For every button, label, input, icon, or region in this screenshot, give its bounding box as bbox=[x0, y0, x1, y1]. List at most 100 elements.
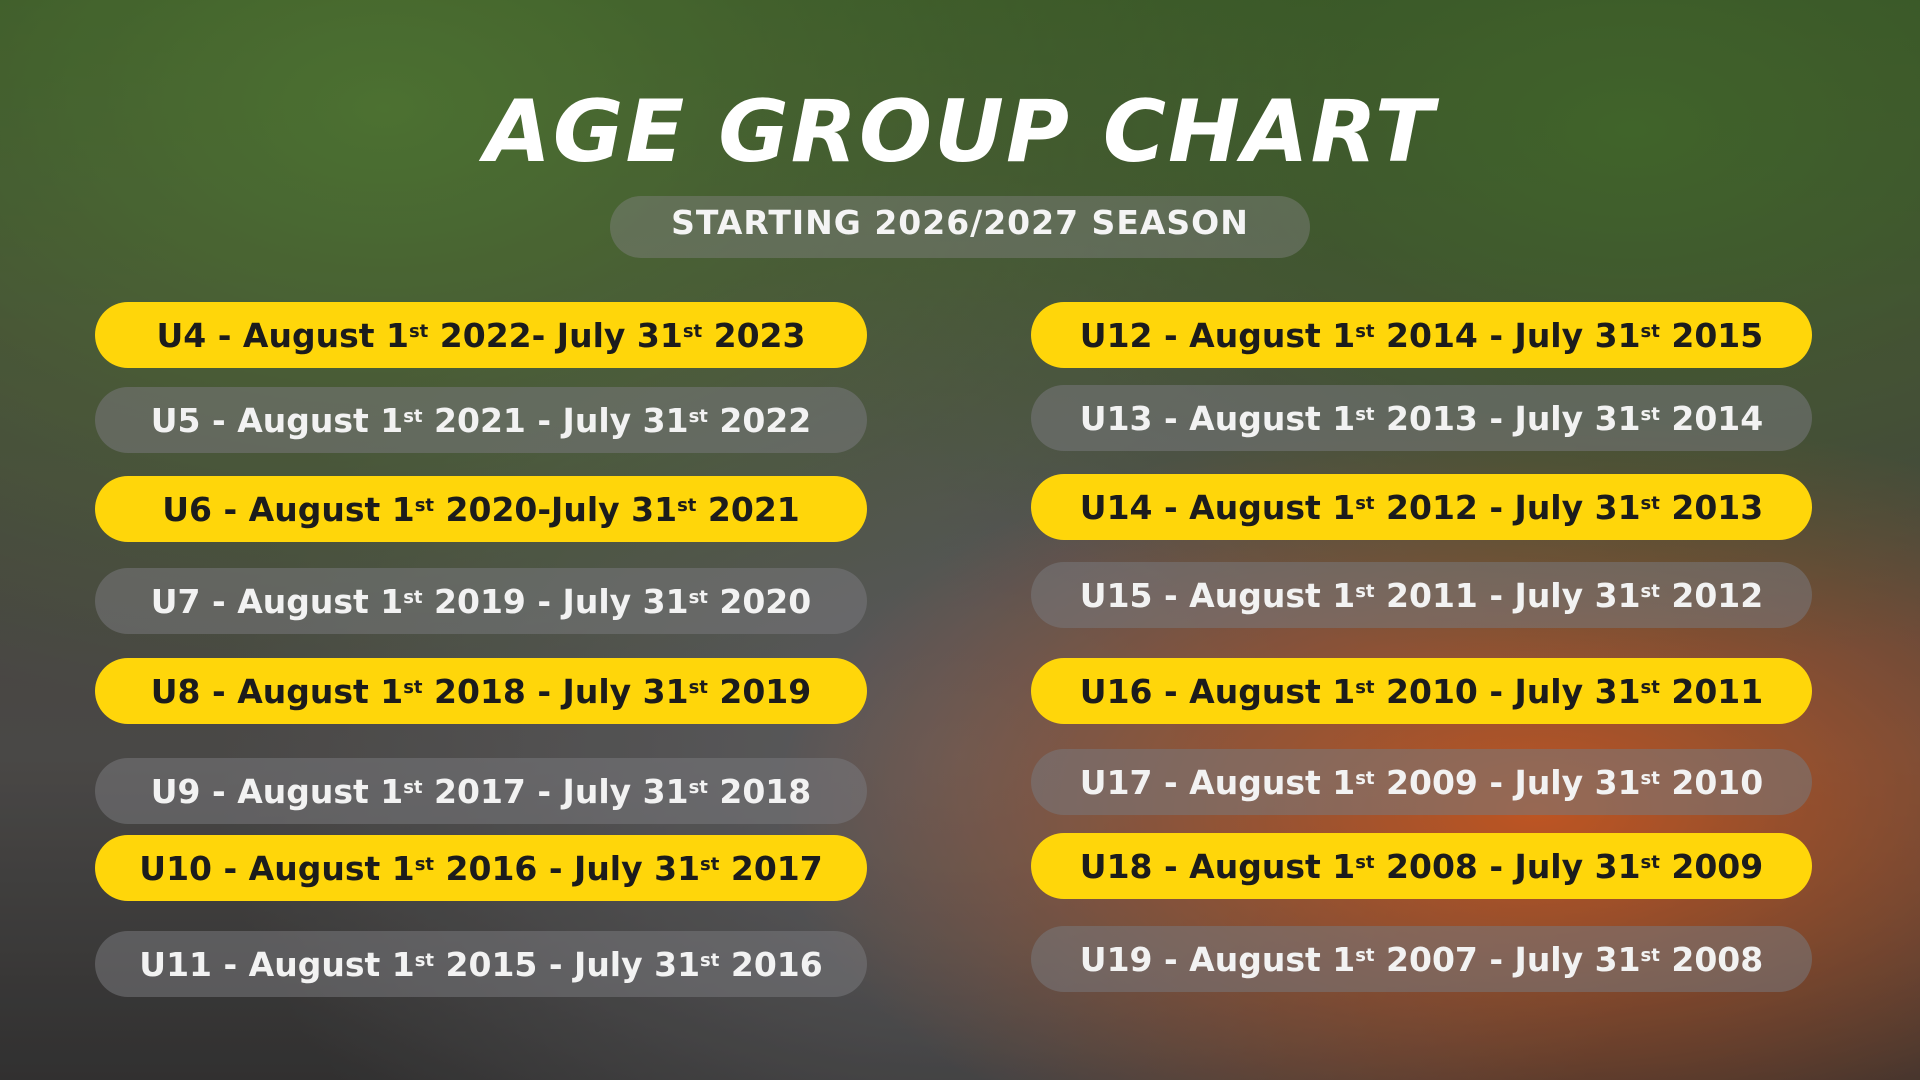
row-text: U5 - August 1 bbox=[150, 400, 404, 440]
ordinal-suffix: st bbox=[1640, 767, 1660, 789]
row-text: U15 - August 1 bbox=[1079, 575, 1356, 615]
row-text: U19 - August 1 bbox=[1079, 939, 1356, 979]
ordinal-suffix: st bbox=[700, 949, 720, 971]
row-text: 2011 - July 31 bbox=[1374, 575, 1641, 615]
row-text: 2017 - July 31 bbox=[422, 771, 689, 811]
row-text: U14 - August 1 bbox=[1079, 487, 1356, 527]
row-text: U7 - August 1 bbox=[150, 581, 404, 621]
row-text: 2022- July 31 bbox=[428, 315, 683, 355]
ordinal-suffix: st bbox=[1355, 767, 1375, 789]
ordinal-suffix: st bbox=[408, 320, 429, 342]
ordinal-suffix: st bbox=[414, 949, 435, 971]
row-text: 2010 bbox=[1659, 762, 1764, 802]
ordinal-suffix: st bbox=[688, 676, 708, 698]
row-text: U18 - August 1 bbox=[1079, 846, 1356, 886]
row-text: 2011 bbox=[1659, 671, 1764, 711]
row-text: U13 - August 1 bbox=[1079, 398, 1356, 438]
row-text: 2012 bbox=[1659, 575, 1764, 615]
row-text: 2023 bbox=[702, 315, 806, 355]
ordinal-suffix: st bbox=[1640, 403, 1660, 425]
ordinal-suffix: st bbox=[1355, 580, 1375, 602]
subtitle-bar bbox=[610, 196, 1310, 258]
row-text: U16 - August 1 bbox=[1079, 671, 1356, 711]
ordinal-suffix: st bbox=[1640, 676, 1660, 698]
row-text: 2013 - July 31 bbox=[1374, 398, 1641, 438]
row-text: 2018 bbox=[707, 771, 812, 811]
ordinal-suffix: st bbox=[1355, 944, 1375, 966]
ordinal-suffix: st bbox=[1640, 320, 1660, 342]
ordinal-suffix: st bbox=[1640, 580, 1660, 602]
row-text: 2020-July 31 bbox=[434, 489, 678, 529]
row-text: 2014 - July 31 bbox=[1374, 315, 1641, 355]
ordinal-suffix: st bbox=[1355, 851, 1375, 873]
row-text: U9 - August 1 bbox=[150, 771, 404, 811]
row-text: U17 - August 1 bbox=[1079, 762, 1356, 802]
ordinal-suffix: st bbox=[1355, 676, 1375, 698]
row-text: 2009 - July 31 bbox=[1374, 762, 1641, 802]
row-text: 2013 bbox=[1659, 487, 1764, 527]
row-text: 2015 bbox=[1659, 315, 1764, 355]
ordinal-suffix: st bbox=[688, 776, 708, 798]
row-text: 2008 - July 31 bbox=[1374, 846, 1641, 886]
row-text: 2020 bbox=[707, 581, 812, 621]
row-text: 2012 - July 31 bbox=[1374, 487, 1641, 527]
subtitle: STARTING 2026/2027 SEASON bbox=[671, 203, 1249, 242]
row-text: 2010 - July 31 bbox=[1374, 671, 1641, 711]
ordinal-suffix: st bbox=[414, 853, 435, 875]
ordinal-suffix: st bbox=[677, 494, 697, 516]
row-text: U12 - August 1 bbox=[1079, 315, 1356, 355]
row-text: 2021 - July 31 bbox=[422, 400, 689, 440]
ordinal-suffix: st bbox=[403, 405, 423, 427]
ordinal-suffix: st bbox=[403, 586, 423, 608]
row-text: U10 - August 1 bbox=[139, 848, 415, 888]
row-text: 2008 bbox=[1659, 939, 1764, 979]
row-text: 2016 - July 31 bbox=[434, 848, 701, 888]
row-text: 2018 - July 31 bbox=[422, 671, 689, 711]
row-text: 2015 - July 31 bbox=[434, 944, 701, 984]
row-text: U4 - August 1 bbox=[156, 315, 409, 355]
row-text: 2019 - July 31 bbox=[422, 581, 689, 621]
ordinal-suffix: st bbox=[403, 776, 423, 798]
ordinal-suffix: st bbox=[1640, 492, 1660, 514]
ordinal-suffix: st bbox=[1640, 944, 1660, 966]
ordinal-suffix: st bbox=[688, 405, 708, 427]
ordinal-suffix: st bbox=[1355, 492, 1375, 514]
row-text: 2007 - July 31 bbox=[1374, 939, 1641, 979]
row-text: 2022 bbox=[707, 400, 812, 440]
row-text: 2014 bbox=[1659, 398, 1764, 438]
row-text: 2021 bbox=[696, 489, 800, 529]
row-text: 2016 bbox=[719, 944, 823, 984]
ordinal-suffix: st bbox=[682, 320, 703, 342]
ordinal-suffix: st bbox=[1355, 403, 1375, 425]
row-text: U6 - August 1 bbox=[162, 489, 415, 529]
title: AGE GROUP CHART bbox=[484, 82, 1436, 182]
ordinal-suffix: st bbox=[688, 586, 708, 608]
ordinal-suffix: st bbox=[403, 676, 423, 698]
row-text: 2019 bbox=[707, 671, 812, 711]
ordinal-suffix: st bbox=[700, 853, 720, 875]
ordinal-suffix: st bbox=[1640, 851, 1660, 873]
row-text: 2009 bbox=[1659, 846, 1764, 886]
row-text: U8 - August 1 bbox=[150, 671, 404, 711]
ordinal-suffix: st bbox=[414, 494, 435, 516]
row-text: U11 - August 1 bbox=[139, 944, 415, 984]
ordinal-suffix: st bbox=[1355, 320, 1375, 342]
row-text: 2017 bbox=[719, 848, 823, 888]
